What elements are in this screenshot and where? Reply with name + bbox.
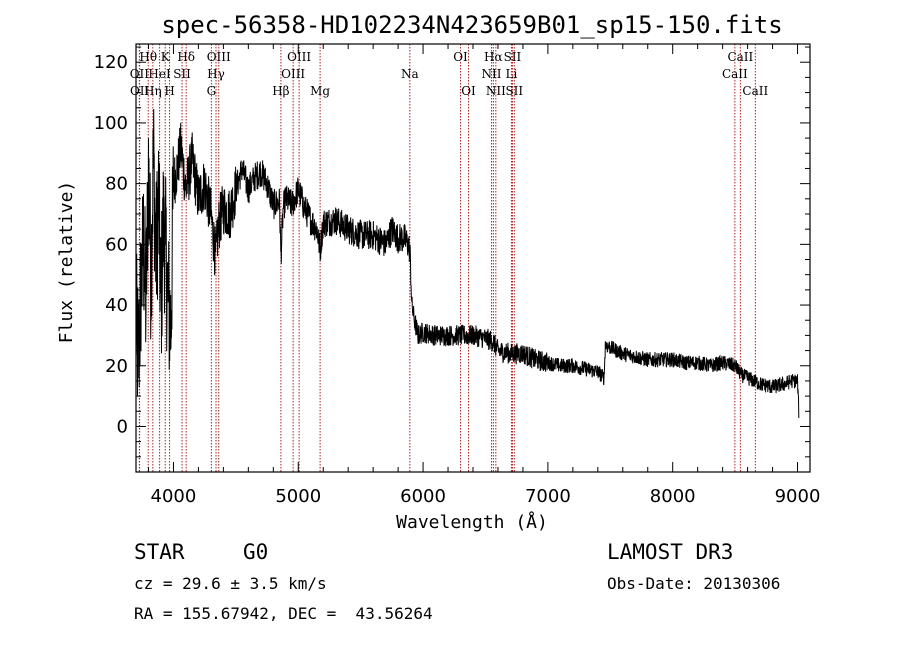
line-label-7: SII [173, 67, 191, 81]
line-label-3: Hη [144, 84, 162, 98]
line-label-11: G [207, 84, 217, 98]
y-tick-label-3: 60 [105, 234, 128, 255]
spectral-subclass: G0 [243, 540, 268, 564]
line-label-27: CaII [742, 84, 768, 98]
line-label-16: Na [401, 67, 419, 81]
y-tick-label-1: 20 [105, 356, 128, 377]
sky-coordinates: RA = 155.67942, DEC = 43.56264 [134, 604, 433, 623]
line-label-10: OIII [207, 50, 231, 64]
line-label-12: Hβ [272, 84, 289, 98]
line-label-22: Li [506, 67, 518, 81]
spectral-line-markers [138, 44, 756, 472]
line-label-15: Mg [310, 84, 330, 98]
y-axis-ticks: 0 20 40 60 80 100 120 [94, 46, 810, 458]
line-label-17: OI [453, 50, 468, 64]
y-tick-label-5: 100 [94, 113, 128, 134]
y-tick-label-2: 40 [105, 295, 128, 316]
x-axis-ticks: 4000 5000 6000 7000 8000 9000 [147, 44, 821, 507]
line-label-4: HeI [148, 67, 171, 81]
line-label-14: OIII [287, 50, 311, 64]
y-tick-label-6: 120 [94, 52, 128, 73]
line-label-0: OII [130, 67, 150, 81]
line-label-19: NII [481, 67, 501, 81]
line-label-9: Hγ [207, 67, 225, 81]
x-tick-label-1: 5000 [275, 486, 321, 507]
object-class: STAR [134, 540, 185, 564]
line-label-8: Hδ [177, 50, 195, 64]
line-label-2: Hθ [139, 50, 157, 64]
line-label-26: CaII [727, 50, 753, 64]
line-label-13: OIII [281, 67, 305, 81]
plot-frame [135, 43, 811, 473]
chart-title: spec-56358-HD102234N423659B01_sp15-150.f… [161, 11, 782, 39]
line-label-23: SII [504, 50, 522, 64]
line-label-25: CaII [722, 67, 748, 81]
x-tick-label-4: 8000 [650, 486, 696, 507]
x-tick-label-2: 6000 [400, 486, 446, 507]
line-label-20: Hα [484, 50, 503, 64]
line-label-5: K [161, 50, 171, 64]
x-tick-label-5: 9000 [775, 486, 821, 507]
x-tick-label-3: 7000 [525, 486, 571, 507]
line-label-24: SII [505, 84, 523, 98]
y-axis-label: Flux (relative) [56, 181, 77, 344]
x-axis-label: Wavelength (Å) [396, 511, 548, 533]
survey-name: LAMOST DR3 [607, 540, 733, 564]
x-tick-label-0: 4000 [151, 486, 197, 507]
line-label-18: OI [461, 84, 476, 98]
redshift-value: cz = 29.6 ± 3.5 km/s [134, 574, 327, 593]
spectral-line-labels: OII OII Hθ Hη HeI K H SII Hδ Hγ OIII G Hβ OIII OIII Mg N… [130, 50, 769, 98]
line-label-6: H [164, 84, 174, 98]
y-tick-label-4: 80 [105, 174, 128, 195]
line-label-21: NII [486, 84, 506, 98]
observation-date: Obs-Date: 20130306 [607, 574, 780, 593]
y-tick-label-0: 0 [117, 416, 128, 437]
spectrum-series [135, 108, 800, 419]
line-label-1: OII [130, 84, 150, 98]
